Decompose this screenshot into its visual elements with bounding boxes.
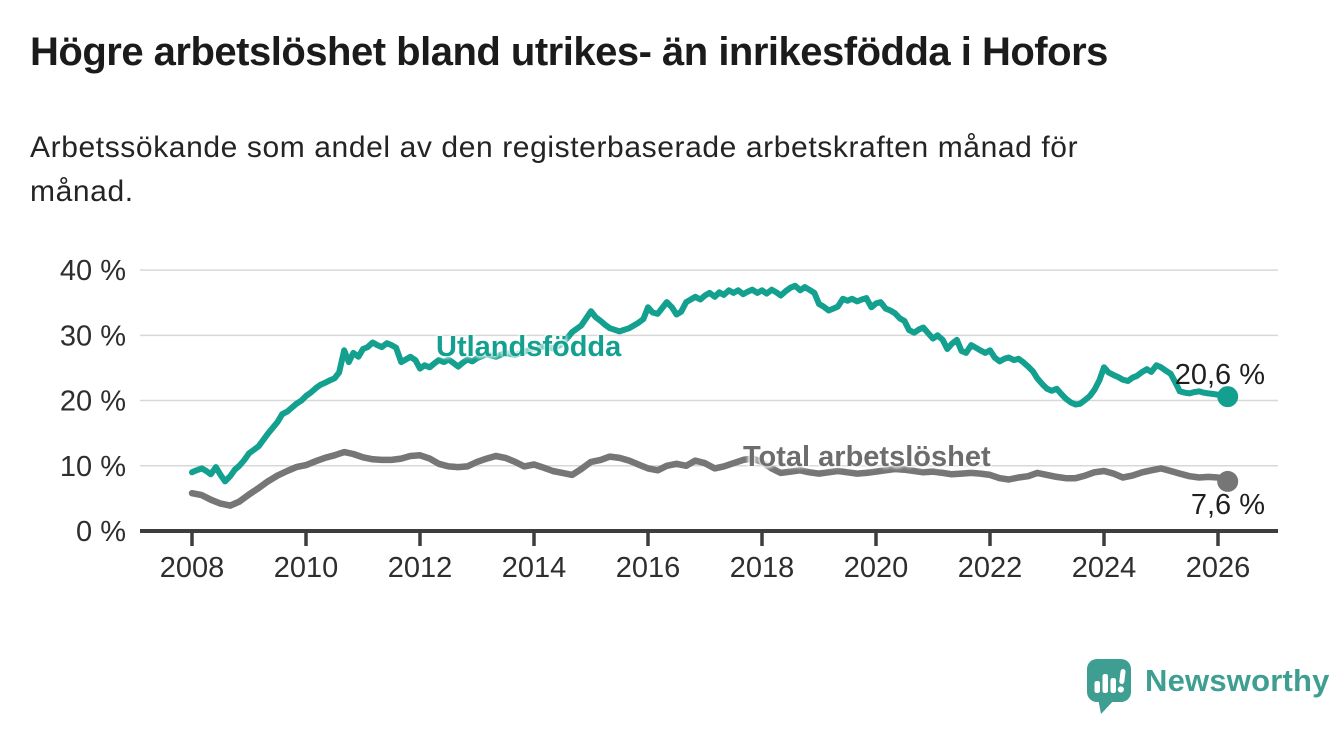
- x-tick-label: 2024: [1072, 552, 1137, 584]
- x-tick-label: 2018: [730, 552, 795, 584]
- y-tick-label: 20 %: [60, 386, 126, 418]
- x-tick-label: 2022: [958, 552, 1023, 584]
- end-value-label-total: 7,6 %: [1190, 489, 1265, 521]
- y-tick-label: 30 %: [60, 320, 126, 352]
- newsworthy-logo-text: Newsworthy: [1145, 663, 1330, 698]
- x-tick-label: 2016: [616, 552, 681, 584]
- newsworthy-logo: Newsworthy: [1086, 658, 1330, 714]
- end-dot-utlandsfodda: [1217, 386, 1239, 408]
- series-label-total-arbetsloshet: Total arbetslöshet: [743, 441, 991, 473]
- series-label-utlandsfodda: Utlandsfödda: [436, 331, 622, 363]
- chart-subtitle-line1: Arbetssökande som andel av den registerb…: [30, 131, 1079, 164]
- x-tick-label: 2020: [844, 552, 909, 584]
- x-tick-label: 2008: [160, 552, 225, 584]
- y-tick-label: 40 %: [60, 255, 126, 287]
- chart-title: Högre arbetslöshet bland utrikes- än inr…: [30, 30, 1108, 74]
- series-line-total: [188, 448, 1231, 509]
- x-tick-label: 2026: [1186, 552, 1251, 584]
- series-line-utlandsfodda: [189, 282, 1231, 485]
- end-dot-total: [1217, 470, 1239, 492]
- y-tick-label: 0 %: [76, 516, 126, 548]
- newsworthy-logo-icon: [1087, 659, 1131, 714]
- x-tick-label: 2012: [388, 552, 453, 584]
- end-value-label-utlandsfodda: 20,6 %: [1174, 359, 1265, 391]
- x-tick-label: 2010: [274, 552, 339, 584]
- x-tick-label: 2014: [502, 552, 567, 584]
- chart-subtitle: Arbetssökande som andel av den registerb…: [30, 126, 1270, 214]
- chart-subtitle-line2: månad.: [30, 175, 134, 208]
- y-tick-label: 10 %: [60, 451, 126, 483]
